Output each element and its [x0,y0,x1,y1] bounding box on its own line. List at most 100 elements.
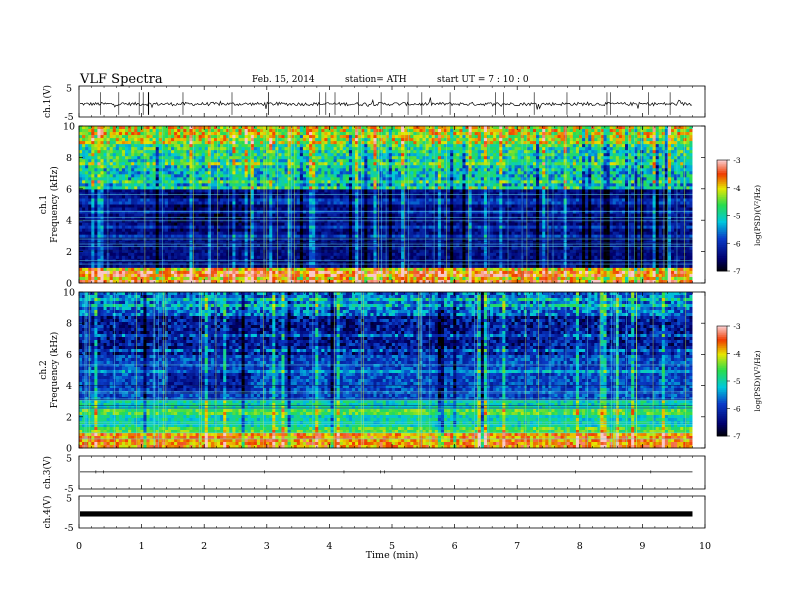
colorbar-cell [717,176,727,179]
colorbar-cell [717,178,727,181]
ch1-waveform-trace [80,97,693,110]
colorbar-cell [717,237,727,240]
colorbar-cell [717,421,727,424]
colorbar-cell [717,414,727,417]
colorbar-cell [717,195,727,198]
colorbar-cell [717,239,727,242]
ytick-label: 6 [66,184,72,195]
colorbar-cell [717,337,727,340]
colorbar-cell [717,406,727,409]
colorbar-label: log(PSD)(V²/Hz) [753,185,762,246]
colorbar-cell [717,327,727,331]
ytick-label: 0 [66,444,72,455]
panel-frame-ch3-waveform [78,455,706,490]
colorbar-cell [717,393,727,397]
colorbar-tick-label: -3 [733,156,741,165]
xtick-label: 3 [264,541,270,552]
colorbar-cell [717,187,727,190]
xtick-label: 7 [514,541,520,552]
colorbar-cell [717,215,727,218]
colorbar-cell [717,395,727,398]
colorbar-cell [717,252,727,255]
colorbar-cell [717,390,727,393]
colorbar-cell [717,202,727,205]
colorbar-cell [717,392,727,395]
colorbar-cell [717,401,727,404]
colorbar-cell [717,342,727,345]
colorbar-cell [717,217,727,220]
colorbar-cell [717,428,727,431]
colorbar-cell [717,250,727,253]
colorbar-cell [717,360,727,364]
colorbar-cell [717,221,727,224]
colorbar-cell [717,248,727,252]
xtick-label: 1 [139,541,145,552]
xtick-label: 8 [577,541,583,552]
xtick-label: 9 [639,541,645,552]
colorbar-cell [717,230,727,233]
ytick-label: 2 [66,412,72,423]
colorbar-cell [717,344,727,347]
ytick-label: 10 [63,122,75,133]
xaxis-label: Time (min) [366,550,419,561]
colorbar-cell [717,254,727,257]
colorbar-cell [717,397,727,400]
colorbar-cell [717,386,727,389]
colorbar-label: log(PSD)(V²/Hz) [753,350,762,411]
colorbar-cell [717,331,727,334]
colorbar-cell [717,213,727,216]
date-label: Feb. 15, 2014 [252,76,315,85]
xtick-label: 0 [76,541,82,552]
colorbar-cell [717,200,727,203]
colorbar-cell [717,430,727,433]
panel-frame-ch1-waveform [78,85,706,118]
figure-title: VLF Spectra [80,73,163,86]
colorbar-cell [717,381,727,384]
ytick-label: 5 [66,454,72,465]
colorbar-cell [717,371,727,375]
colorbar-cell [717,256,727,259]
colorbar-cell [717,349,727,353]
ytick-label: 6 [66,350,72,361]
colorbar-cell [717,362,727,365]
colorbar-cell [717,259,727,263]
colorbar-cell [717,167,727,170]
colorbar-cell [717,329,727,332]
colorbar-cell [717,399,727,402]
colorbar-cell [717,226,727,229]
ylabel-ch1-spectrogram: ch.1 [39,195,49,214]
colorbar-cell [717,209,727,213]
ytick-label: 8 [66,153,72,164]
ylabel-ch2-spectrogram: Frequency (kHz) [49,332,60,409]
colorbar-cell [717,267,727,270]
colorbar-cell [717,180,727,183]
colorbar-cell [717,373,727,376]
colorbar-tick-label: -6 [733,239,741,248]
colorbar-cell [717,434,727,437]
ytick-label: 10 [63,288,75,299]
colorbar-cell [717,243,727,246]
colorbar-cell [717,182,727,185]
ylabel-ch1-spectrogram: Frequency (kHz) [49,166,60,243]
colorbar-cell [717,370,727,373]
station-label: station= ATH [345,76,407,85]
colorbar-cell [717,235,727,239]
colorbar-tick-label: -4 [733,350,741,359]
colorbar-tick-label: -7 [733,432,741,441]
colorbar-cell [717,355,727,358]
colorbar-tick-label: -4 [733,184,741,193]
colorbar-cell [717,377,727,380]
colorbar-cell [717,219,727,222]
colorbar-cell [717,172,727,176]
colorbar-cell [717,261,727,264]
colorbar-cell [717,404,727,408]
ytick-label: 8 [66,319,72,330]
colorbar-cell [717,403,727,406]
colorbar-cell [717,335,727,338]
colorbar-cell [717,193,727,196]
colorbar-cell [717,333,727,336]
ylabel-ch4-waveform: ch.4(V) [42,496,53,529]
colorbar-cell [717,379,727,382]
colorbar-cell [717,326,727,329]
